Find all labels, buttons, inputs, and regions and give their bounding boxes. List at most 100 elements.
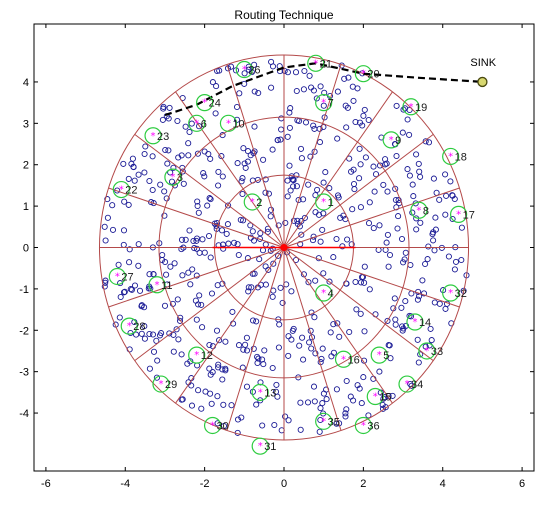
sensor-node (284, 193, 291, 200)
cluster-label: 16 (348, 354, 360, 366)
sensor-node (312, 277, 319, 284)
sensor-node (133, 331, 140, 338)
sensor-node (292, 256, 300, 264)
sensor-node (417, 173, 424, 180)
sensor-node (290, 217, 297, 224)
sensor-node (240, 217, 247, 224)
sensor-node (387, 355, 394, 362)
sensor-node (366, 199, 373, 206)
sensor-node (400, 325, 407, 332)
sensor-node (386, 251, 394, 259)
sensor-node (104, 214, 111, 221)
sensor-node (208, 290, 216, 297)
cluster-head-marker: * (456, 209, 461, 220)
sensor-node (238, 414, 245, 421)
sensor-node (209, 79, 216, 86)
cluster-ring (144, 127, 162, 145)
cluster-head-marker: * (151, 131, 156, 142)
sensor-node (352, 278, 359, 286)
sensor-node (213, 225, 220, 232)
sensor-node (212, 110, 219, 117)
sensor-node (401, 256, 408, 263)
sensor-node (234, 416, 242, 423)
route-path (164, 62, 483, 117)
sensor-node (161, 302, 169, 309)
sensor-node (244, 148, 252, 155)
sensor-node (358, 274, 366, 281)
sensor-node (385, 263, 392, 270)
sensor-node (342, 102, 349, 109)
sensor-node (314, 186, 321, 193)
chart-title: Routing Technique (234, 8, 334, 22)
sensor-node (316, 428, 323, 435)
sensor-node (159, 116, 166, 123)
cluster-label: 26 (248, 65, 260, 77)
sensor-node (222, 338, 229, 345)
cluster-head: * 11 (148, 276, 172, 294)
sensor-node (312, 350, 319, 357)
sensor-node (141, 323, 148, 330)
sensor-node (215, 182, 222, 189)
sensor-node (349, 206, 356, 213)
sensor-node (333, 386, 340, 393)
sensor-node (207, 390, 214, 397)
cluster-ring (334, 350, 353, 368)
sensor-node (353, 306, 360, 313)
sensor-node (321, 89, 328, 96)
sensor-node (160, 103, 167, 110)
cluster-head-marker: * (313, 58, 318, 69)
sensor-node (420, 290, 428, 297)
sensor-node (196, 249, 203, 256)
cluster-ring (108, 267, 126, 286)
cluster-head: * 20 (354, 65, 380, 83)
sensor-node (209, 369, 216, 376)
sensor-node (370, 163, 377, 170)
sensor-node (376, 368, 383, 375)
sensor-node (320, 270, 327, 277)
sensor-node (357, 204, 364, 211)
sensor-node (161, 188, 168, 195)
cluster-ring (315, 412, 333, 430)
sensor-node (348, 168, 355, 175)
cluster-head: * 9 (382, 131, 401, 149)
sensor-node (182, 123, 189, 130)
cluster-head-marker: * (194, 118, 199, 129)
sensor-node (241, 70, 248, 77)
sensor-node (234, 160, 241, 167)
sensor-node (286, 109, 293, 116)
sensor-node (154, 357, 161, 364)
sensor-node (297, 426, 304, 433)
sensor-node (334, 135, 341, 142)
sensor-node (165, 147, 172, 154)
cluster-head: * 14 (406, 313, 431, 331)
sensor-node (371, 188, 378, 195)
sensor-node (299, 334, 306, 341)
sensor-node (424, 256, 431, 263)
cluster-head-marker: * (416, 205, 421, 216)
sensor-node (175, 154, 182, 161)
sensor-node (102, 237, 109, 244)
sensor-node (279, 299, 286, 306)
cluster-head-marker: * (448, 151, 453, 162)
sensor-node (311, 398, 318, 405)
sensor-node (391, 295, 398, 302)
x-tick-label: 2 (360, 478, 366, 490)
sensor-node (251, 270, 258, 277)
cluster-head: * 5 (370, 346, 389, 364)
sensor-node (121, 198, 128, 205)
cluster-head-marker: * (408, 102, 413, 113)
sensor-node (102, 277, 109, 284)
sensor-node (404, 116, 411, 123)
sensor-node (198, 301, 205, 308)
cluster-ring (243, 193, 261, 211)
sensor-node (406, 131, 413, 138)
cluster-ring (315, 193, 333, 211)
sensor-node (407, 313, 415, 320)
sensor-node (343, 377, 350, 385)
sensor-node (117, 293, 124, 301)
sensor-node (384, 317, 391, 324)
cluster-head: * 35 (315, 412, 340, 430)
y-tick-label: -3 (19, 367, 29, 379)
sensor-node (351, 186, 358, 193)
cluster-ring (450, 205, 468, 223)
